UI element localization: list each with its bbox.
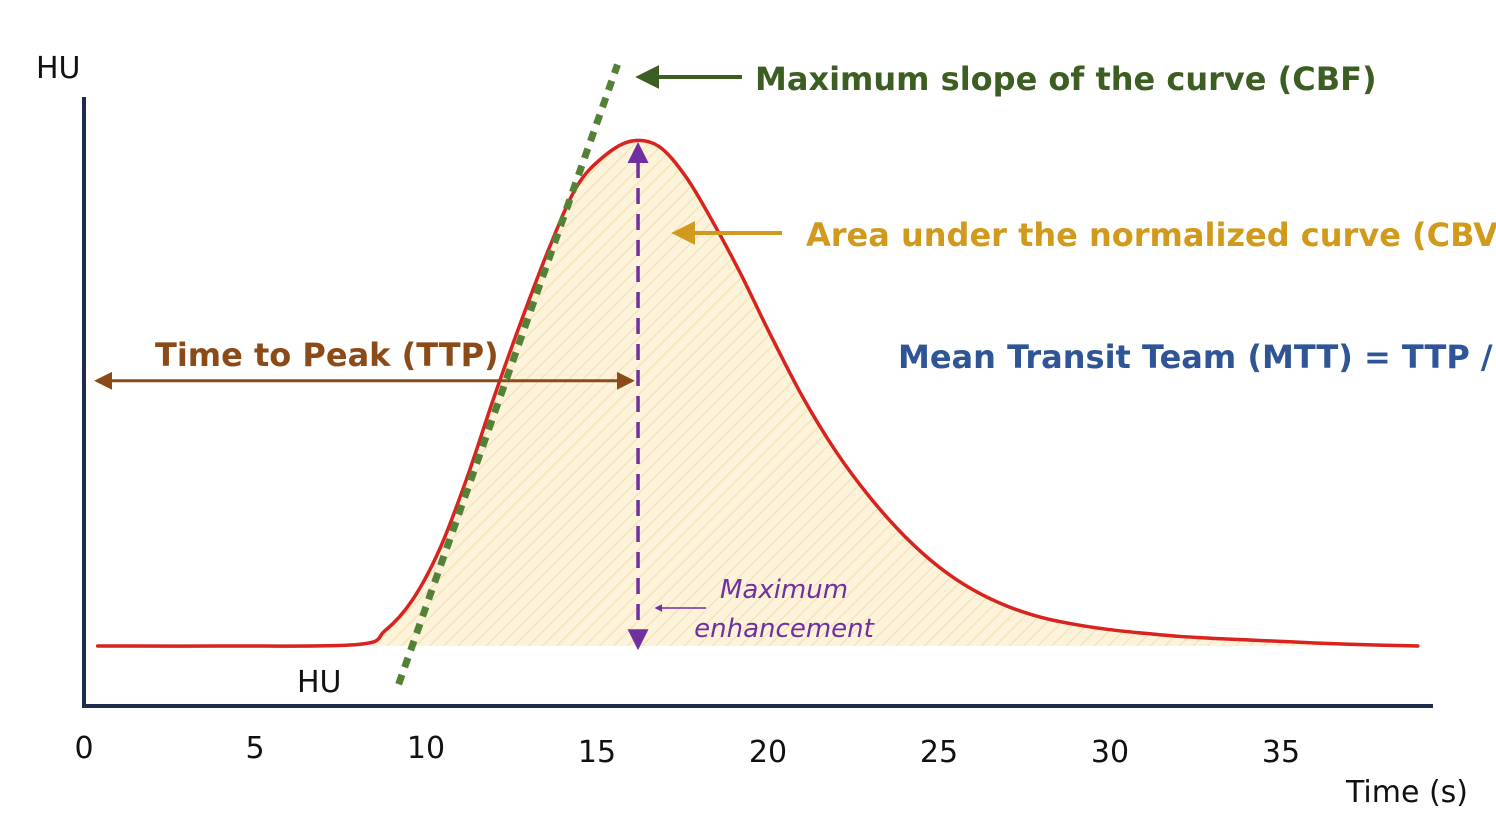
area-under-curve xyxy=(97,140,1418,647)
cbf-annotation: Maximum slope of the curve (CBF) xyxy=(755,60,1377,98)
max-enhancement-label-line1: Maximum xyxy=(720,575,848,605)
x-tick-label: 35 xyxy=(1262,735,1300,770)
x-tick-label: 5 xyxy=(245,731,264,766)
baseline-hu-label: HU xyxy=(297,665,342,700)
cbv-annotation: Area under the normalized curve (CBV) xyxy=(806,216,1496,254)
ttp-annotation: Time to Peak (TTP) xyxy=(155,336,499,374)
x-tick-label: 0 xyxy=(74,731,93,766)
x-tick-label: 25 xyxy=(920,735,958,770)
x-tick-label: 15 xyxy=(578,735,616,770)
max-enhancement-label-line2: enhancement xyxy=(694,614,874,644)
x-tick-label: 20 xyxy=(749,735,787,770)
x-axis-label: Time (s) xyxy=(1345,775,1468,810)
x-tick-label: 10 xyxy=(407,731,445,766)
y-axis-label: HU xyxy=(36,51,81,86)
series-line xyxy=(95,138,1420,648)
x-tick-labels: 0 5 10 15 20 25 30 35 xyxy=(74,731,1300,770)
x-tick-label: 30 xyxy=(1091,735,1129,770)
mtt-annotation: Mean Transit Team (MTT) = TTP / 2 xyxy=(898,338,1496,376)
